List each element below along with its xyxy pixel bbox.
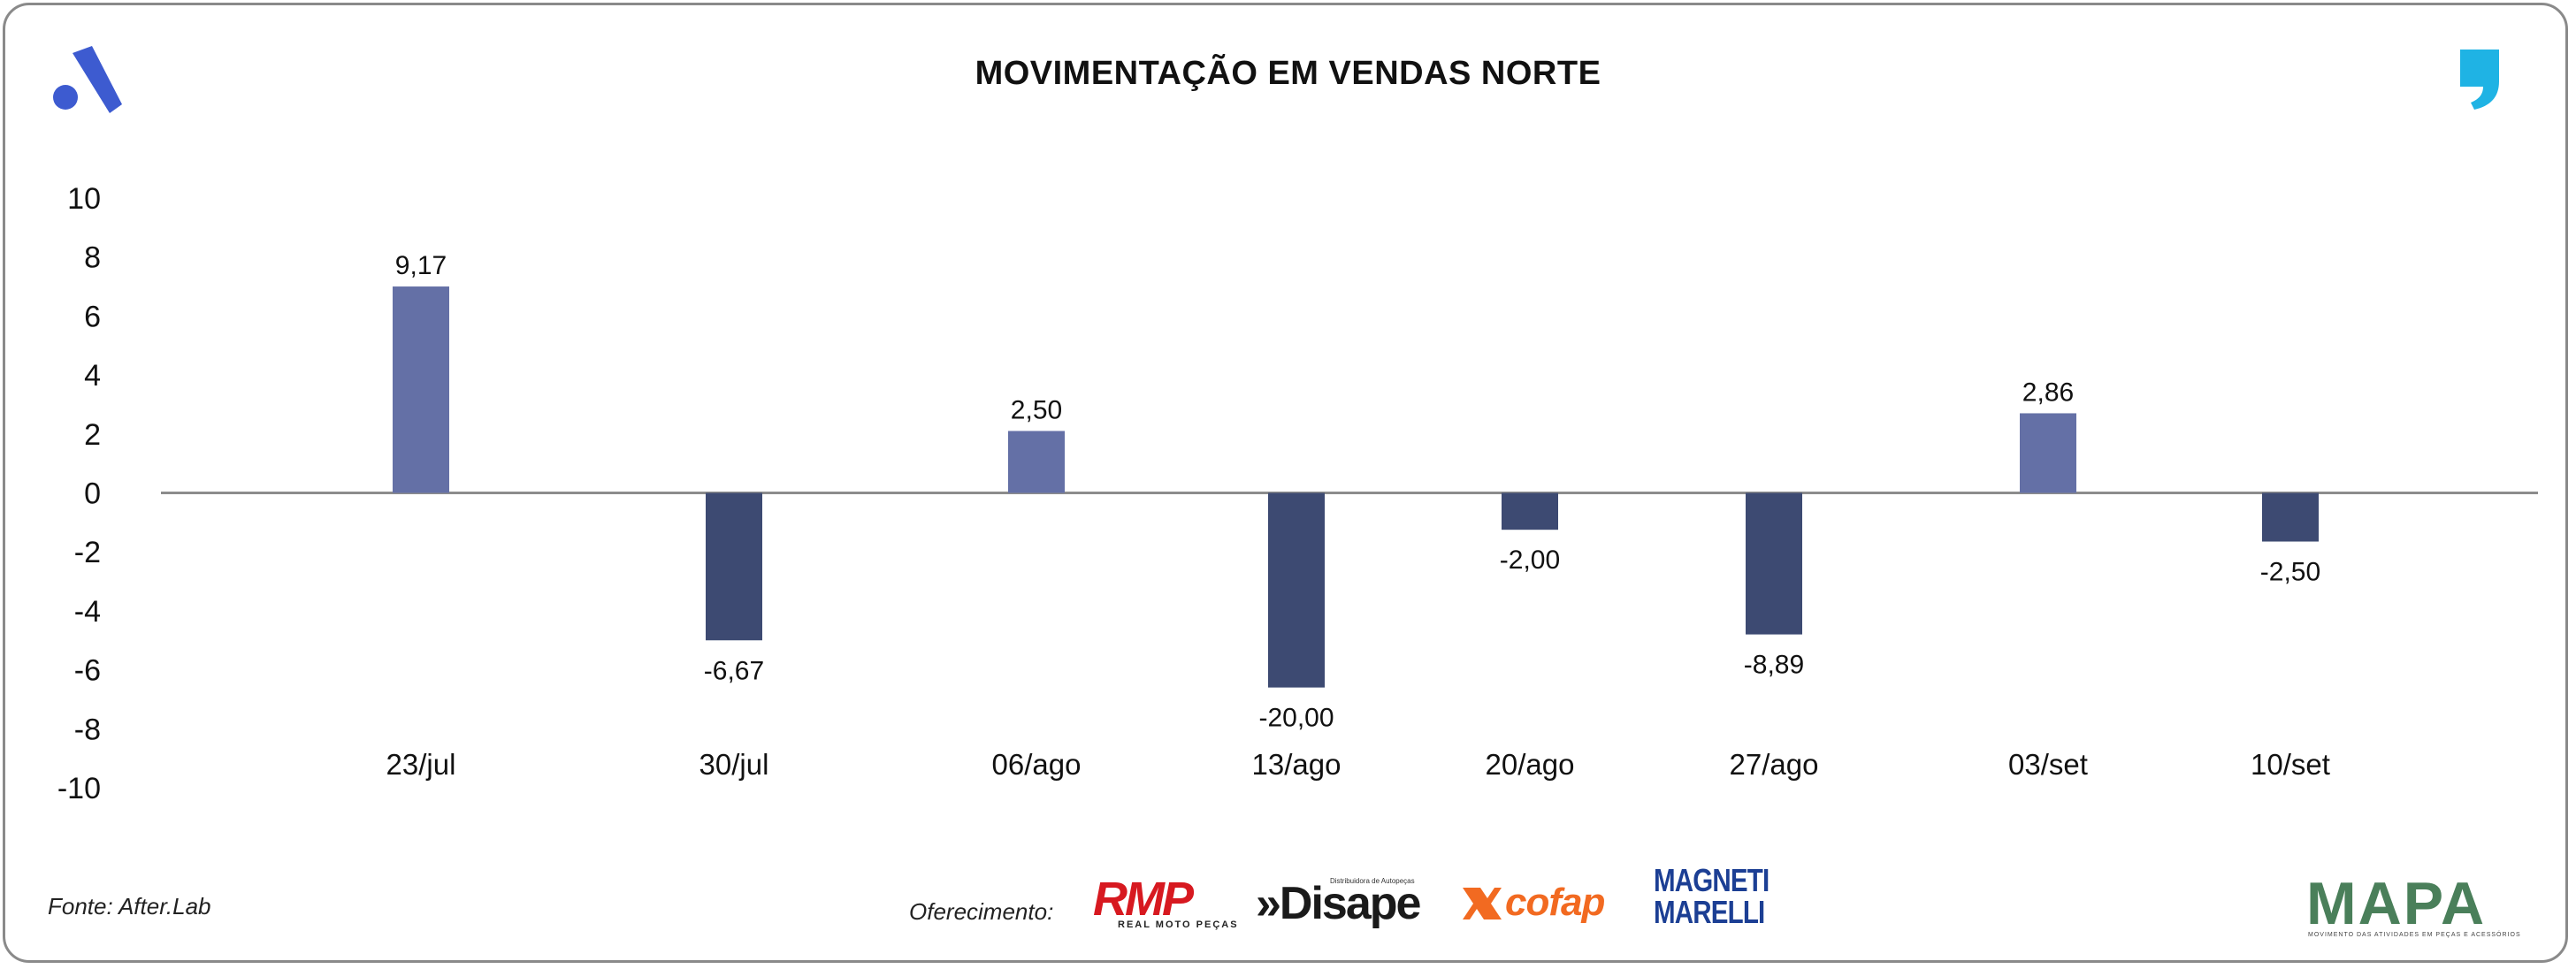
bar	[1008, 431, 1065, 493]
disape-logo-subtext: Distribuidora de Autopeças	[1330, 877, 1415, 885]
disape-logo: Distribuidora de Autopeças »Disape	[1256, 877, 1433, 932]
cofap-mark-icon	[1463, 888, 1502, 919]
x-tick-label: 30/jul	[699, 748, 769, 781]
y-tick-label: -2	[74, 536, 101, 569]
x-tick-label: 13/ago	[1252, 748, 1342, 781]
y-tick-label: 4	[84, 359, 101, 393]
mapa-logo: MAPA MOVIMENTO DAS ATIVIDADES EM PEÇAS E…	[2306, 870, 2520, 939]
mapa-logo-subtext: MOVIMENTO DAS ATIVIDADES EM PEÇAS E ACES…	[2308, 932, 2521, 938]
x-tick-label: 03/set	[2008, 748, 2088, 781]
cofap-logo-text: cofap	[1505, 881, 1605, 924]
quote-logo-icon	[2460, 50, 2499, 110]
bar	[1746, 492, 1802, 635]
y-tick-label: -10	[57, 772, 101, 805]
y-tick-label: -6	[74, 654, 101, 688]
rmp-logo-subtext: REAL MOTO PEÇAS	[1118, 919, 1239, 930]
y-tick-label: 2	[84, 418, 101, 452]
x-tick-label: 23/jul	[386, 748, 456, 781]
bar	[393, 286, 449, 493]
bar	[2262, 492, 2319, 542]
y-tick-label: -4	[74, 595, 101, 629]
y-tick-label: 10	[67, 182, 101, 216]
disape-logo-text: »Disape	[1256, 878, 1421, 929]
data-label: 2,50	[1011, 395, 1062, 424]
rmp-logo: RMP REAL MOTO PEÇAS	[1093, 873, 1237, 932]
mapa-logo-text: MAPA	[2306, 870, 2487, 937]
data-label: -2,00	[1500, 546, 1560, 575]
data-label: -6,67	[704, 656, 764, 685]
magneti-marelli-logo: MAGNETI MARELLI	[1654, 865, 1792, 932]
a-logo-icon	[53, 46, 122, 113]
source-note: Fonte: After.Lab	[48, 893, 211, 919]
x-tick-label: 10/set	[2251, 748, 2330, 781]
bar	[1502, 492, 1558, 530]
data-label: -8,89	[1744, 651, 1804, 680]
data-label: -2,50	[2260, 558, 2320, 587]
x-tick-label: 06/ago	[992, 748, 1082, 781]
bar	[1268, 492, 1325, 688]
y-tick-label: -8	[74, 713, 101, 746]
x-tick-label: 20/ago	[1486, 748, 1575, 781]
y-tick-label: 6	[84, 300, 101, 333]
magneti-logo-text: MAGNETI	[1654, 862, 1770, 898]
marelli-logo-text: MARELLI	[1654, 894, 1765, 930]
data-label: -20,00	[1258, 704, 1334, 733]
y-tick-label: 8	[84, 241, 101, 275]
bar	[2020, 413, 2076, 493]
cofap-logo: cofap	[1461, 881, 1638, 925]
sponsor-label: Oferecimento:	[909, 898, 1054, 925]
y-tick-label: 0	[84, 477, 101, 511]
data-label: 9,17	[395, 251, 447, 280]
chart-title: MOVIMENTAÇÃO EM VENDAS NORTE	[975, 55, 1601, 92]
data-label: 2,86	[2022, 378, 2074, 407]
rmp-logo-text: RMP	[1093, 873, 1194, 926]
x-tick-label: 27/ago	[1730, 748, 1819, 781]
bar	[706, 492, 762, 641]
